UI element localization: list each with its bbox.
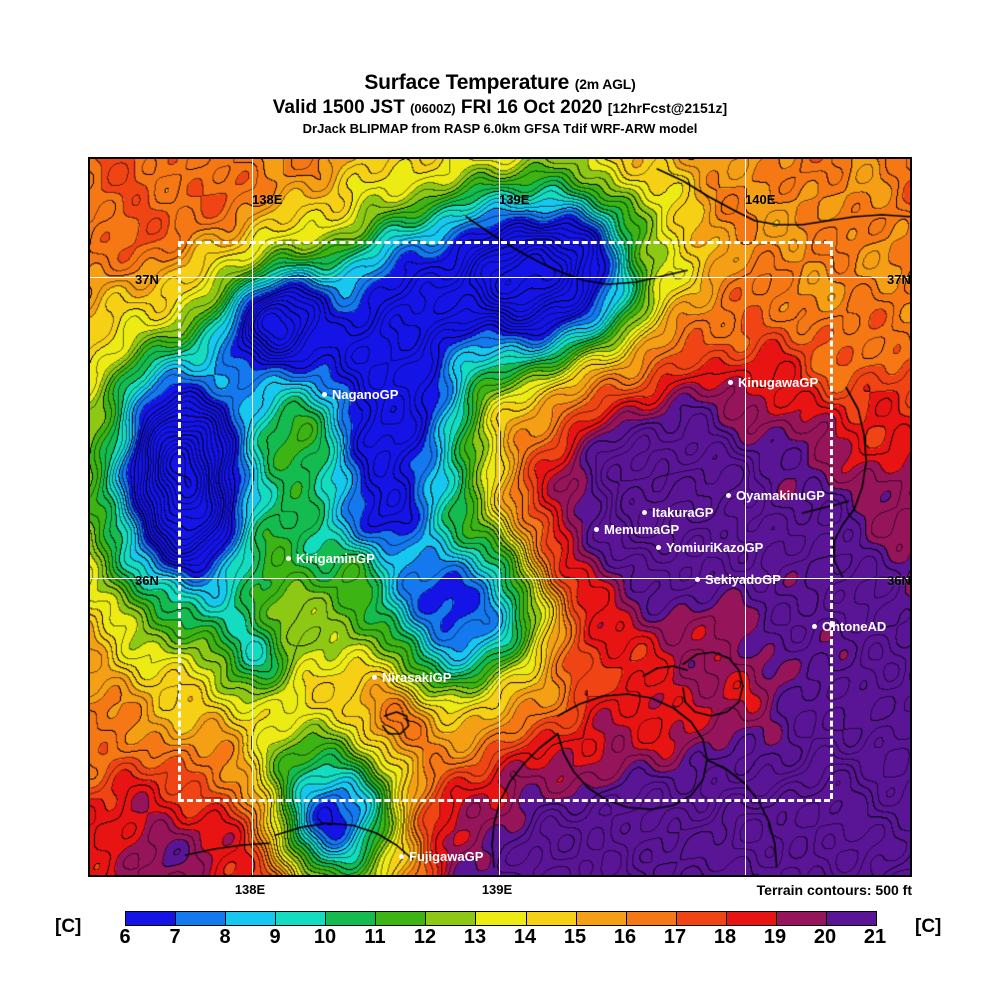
colorbar-swatch [276, 912, 327, 925]
colorbar-tick-labels: 6 7 8 9 10 11 12 13 14 15 16 17 18 19 20 21 [119, 926, 886, 952]
colorbar-tick: 11 [364, 926, 386, 948]
colorbar-tick: 8 [219, 926, 231, 948]
temperature-colorbar [125, 911, 877, 926]
colorbar-swatch [726, 912, 777, 925]
colorbar-tick: 17 [663, 926, 687, 948]
colorbar-tick: 7 [169, 926, 181, 948]
colorbar-tick: 20 [813, 926, 837, 948]
chart-header: Surface Temperature (2m AGL) Valid 1500 … [0, 0, 1000, 136]
colorbar-swatch [626, 912, 677, 925]
valid-utc: (0600Z) [410, 101, 456, 117]
colorbar-swatch [176, 912, 227, 925]
colorbar-swatch [576, 912, 627, 925]
unit-label-left: [C] [55, 916, 82, 937]
colorbar-tick: 12 [413, 926, 437, 948]
colorbar-tick: 21 [863, 926, 887, 948]
colorbar-tick: 6 [119, 926, 131, 948]
colorbar-tick: 13 [463, 926, 487, 948]
colorbar-tick: 14 [513, 926, 537, 948]
colorbar-swatch [376, 912, 427, 925]
colorbar-swatch [476, 912, 527, 925]
colorbar-swatch [226, 912, 277, 925]
title-main: Surface Temperature [364, 71, 570, 94]
valid-date: FRI 16 Oct 2020 [460, 97, 603, 119]
page-title: Surface Temperature (2m AGL) [0, 71, 1000, 94]
valid-time-line: Valid 1500 JST (0600Z) FRI 16 Oct 2020 [… [0, 98, 1000, 118]
colorbar-tick: 18 [713, 926, 737, 948]
valid-prefix: Valid 1500 JST [272, 97, 405, 119]
bottom-longitude-label: 139E [481, 882, 513, 897]
colorbar-tick: 19 [763, 926, 787, 948]
temperature-map[interactable]: 138E 139E 140E 37N 37N 36N 36N NaganoGP Kinugawa… [88, 157, 912, 877]
colorbar-swatch [126, 912, 177, 925]
colorbar-tick: 16 [613, 926, 637, 948]
colorbar-swatch [426, 912, 477, 925]
colorbar-tick: 10 [313, 926, 337, 948]
colorbar-swatch [676, 912, 727, 925]
colorbar-swatch [776, 912, 827, 925]
title-suffix: (2m AGL) [574, 76, 636, 92]
temperature-field-canvas [90, 159, 910, 875]
unit-label-right: [C] [915, 916, 942, 937]
bottom-longitude-label: 138E [234, 882, 266, 897]
colorbar-row: [C] [C] 6 7 8 9 10 11 12 13 14 15 16 17 18 19 20 21 [0, 905, 1000, 955]
terrain-contour-note: Terrain contours: 500 ft [756, 882, 912, 898]
colorbar-tick: 15 [563, 926, 587, 948]
colorbar-swatch [326, 912, 377, 925]
colorbar-tick: 9 [269, 926, 281, 948]
model-source-line: DrJack BLIPMAP from RASP 6.0km GFSA Tdif… [302, 120, 698, 136]
colorbar-swatch [526, 912, 577, 925]
colorbar-swatch [826, 912, 876, 925]
forecast-stamp: [12hrFcst@2151z] [607, 100, 728, 117]
